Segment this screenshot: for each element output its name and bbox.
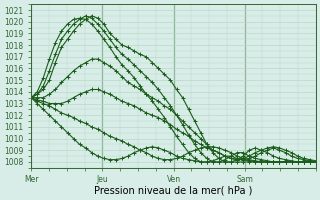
X-axis label: Pression niveau de la mer( hPa ): Pression niveau de la mer( hPa ) [94, 186, 253, 196]
